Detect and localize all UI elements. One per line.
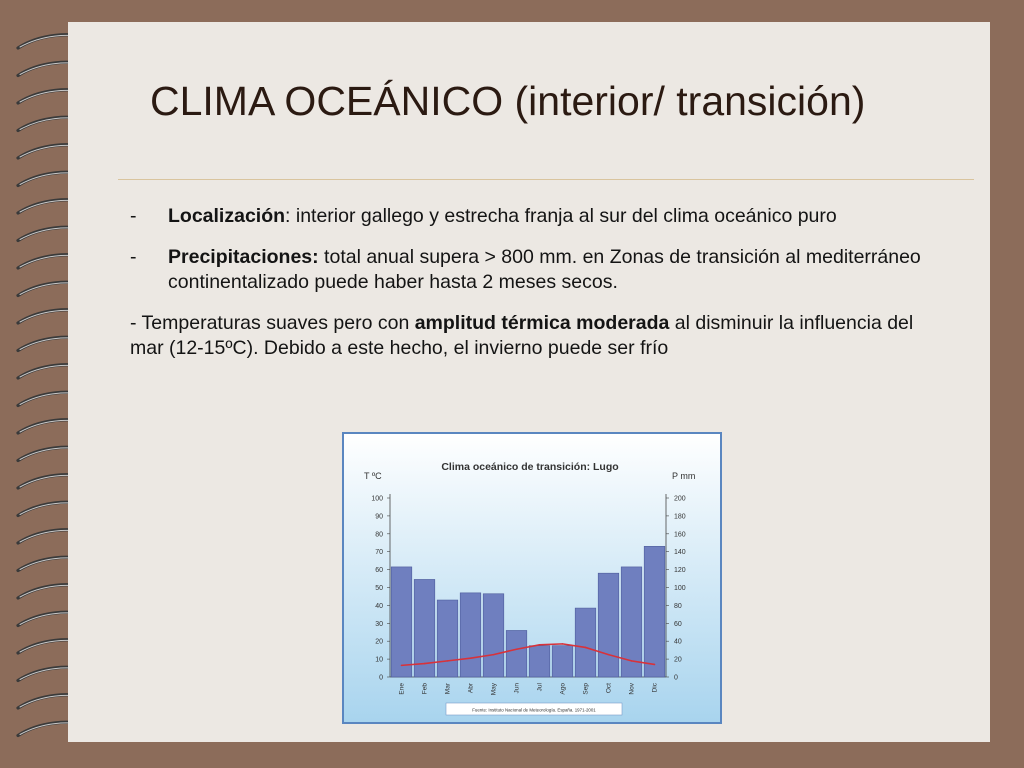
y-right-tick-label: 20 — [674, 657, 682, 664]
y-left-tick-label: 40 — [375, 603, 383, 610]
y-left-tick-label: 60 — [375, 567, 383, 574]
y-right-tick-label: 80 — [674, 603, 682, 610]
x-tick-label: Jul — [537, 682, 544, 691]
y-left-tick-label: 100 — [371, 496, 383, 503]
y-left-tick-label: 20 — [375, 639, 383, 646]
bar-precipitation — [482, 593, 505, 678]
x-tick-label: Oct — [606, 683, 613, 693]
temperature-point — [469, 657, 472, 660]
bullet-text: al disminuir la influencia del mar (12-1… — [130, 312, 914, 359]
x-tick-label: May — [491, 682, 498, 695]
bullet-text: : interior gallego y estrecha franja al … — [285, 205, 837, 227]
slide-title: CLIMA OCEÁNICO (interior/ transición) — [150, 78, 866, 124]
bar-precipitation — [390, 566, 413, 678]
temperature-point — [584, 646, 587, 649]
x-tick-label: Nov — [629, 682, 636, 694]
chart-source: Fuente: Instituto Nacional de Meteorolog… — [472, 708, 596, 713]
source-box — [445, 702, 623, 716]
x-tick-label: Sep — [583, 683, 590, 695]
bar-precipitation — [413, 579, 436, 678]
x-tick-label: Dic — [652, 682, 659, 692]
bar-precipitation — [597, 572, 620, 678]
y-right-tick-label: 180 — [674, 513, 686, 520]
x-tick-label: Mar — [445, 682, 452, 694]
bar-precipitation — [505, 630, 528, 678]
y-right-tick-label: 40 — [674, 639, 682, 646]
temperature-point — [607, 653, 610, 656]
bullet-label: Precipitaciones: — [168, 246, 319, 268]
temperature-point — [423, 662, 426, 665]
bullet-dash: - — [130, 246, 137, 268]
temperature-point — [515, 648, 518, 651]
title-divider — [118, 179, 974, 180]
x-tick-label: Feb — [422, 683, 429, 695]
y-right-tick-label: 100 — [674, 585, 686, 592]
bar-precipitation — [643, 546, 666, 678]
bullet-precipitaciones: - Precipitaciones: total anual supera > … — [130, 245, 950, 295]
bar-precipitation — [551, 645, 574, 678]
x-tick-label: Abr — [468, 682, 475, 693]
temperature-point — [400, 664, 403, 667]
chart-title: Clima oceánico de transición: Lugo — [441, 461, 618, 473]
bullet-text: total anual supera > 800 mm. en Zonas de… — [168, 246, 921, 293]
y-left-tick-label: 70 — [375, 549, 383, 556]
temperature-point — [446, 660, 449, 662]
climate-chart: Clima oceánico de transición: Lugo T ºC … — [342, 432, 722, 724]
temperature-point — [492, 653, 495, 656]
temperature-point — [538, 643, 541, 646]
bar-precipitation — [436, 599, 459, 678]
bar-precipitation — [528, 645, 551, 678]
y-right-tick-label: 60 — [674, 621, 682, 628]
y-left-tick-label: 90 — [375, 513, 383, 520]
bar-precipitation — [459, 592, 482, 678]
x-tick-label: Jun — [514, 683, 521, 694]
x-tick-label: Ene — [399, 683, 406, 695]
y-right-tick-label: 140 — [674, 549, 686, 556]
y-axis-right-label: P mm — [672, 471, 695, 481]
bar-precipitation — [574, 607, 597, 678]
x-tick-label: Ago — [560, 683, 567, 695]
y-left-tick-label: 0 — [379, 675, 383, 682]
y-right-tick-label: 200 — [674, 496, 686, 503]
temperature-point — [630, 660, 633, 662]
y-left-tick-label: 10 — [375, 657, 383, 664]
bullet-dash: - — [130, 205, 137, 227]
bullet-list: - Localización: interior gallego y estre… — [130, 204, 950, 361]
bullet-temperaturas: - Temperaturas suaves pero con amplitud … — [130, 311, 950, 361]
bullet-label: Localización — [168, 205, 286, 227]
y-axis-left-label: T ºC — [364, 471, 382, 481]
bullet-localizacion: - Localización: interior gallego y estre… — [130, 204, 950, 229]
bullet-bold: amplitud térmica moderada — [414, 312, 670, 334]
y-left-tick-label: 30 — [375, 621, 383, 628]
y-right-tick-label: 0 — [674, 675, 678, 682]
y-left-tick-label: 50 — [375, 585, 383, 592]
temperature-line — [401, 643, 655, 667]
y-right-tick-label: 120 — [674, 567, 686, 574]
temperature-point — [561, 643, 564, 645]
bar-precipitation — [620, 566, 643, 678]
temperature-point — [653, 663, 656, 666]
bullet-text: - Temperaturas suaves pero con — [130, 312, 415, 334]
y-left-tick-label: 80 — [375, 531, 383, 538]
y-right-tick-label: 160 — [674, 531, 686, 538]
